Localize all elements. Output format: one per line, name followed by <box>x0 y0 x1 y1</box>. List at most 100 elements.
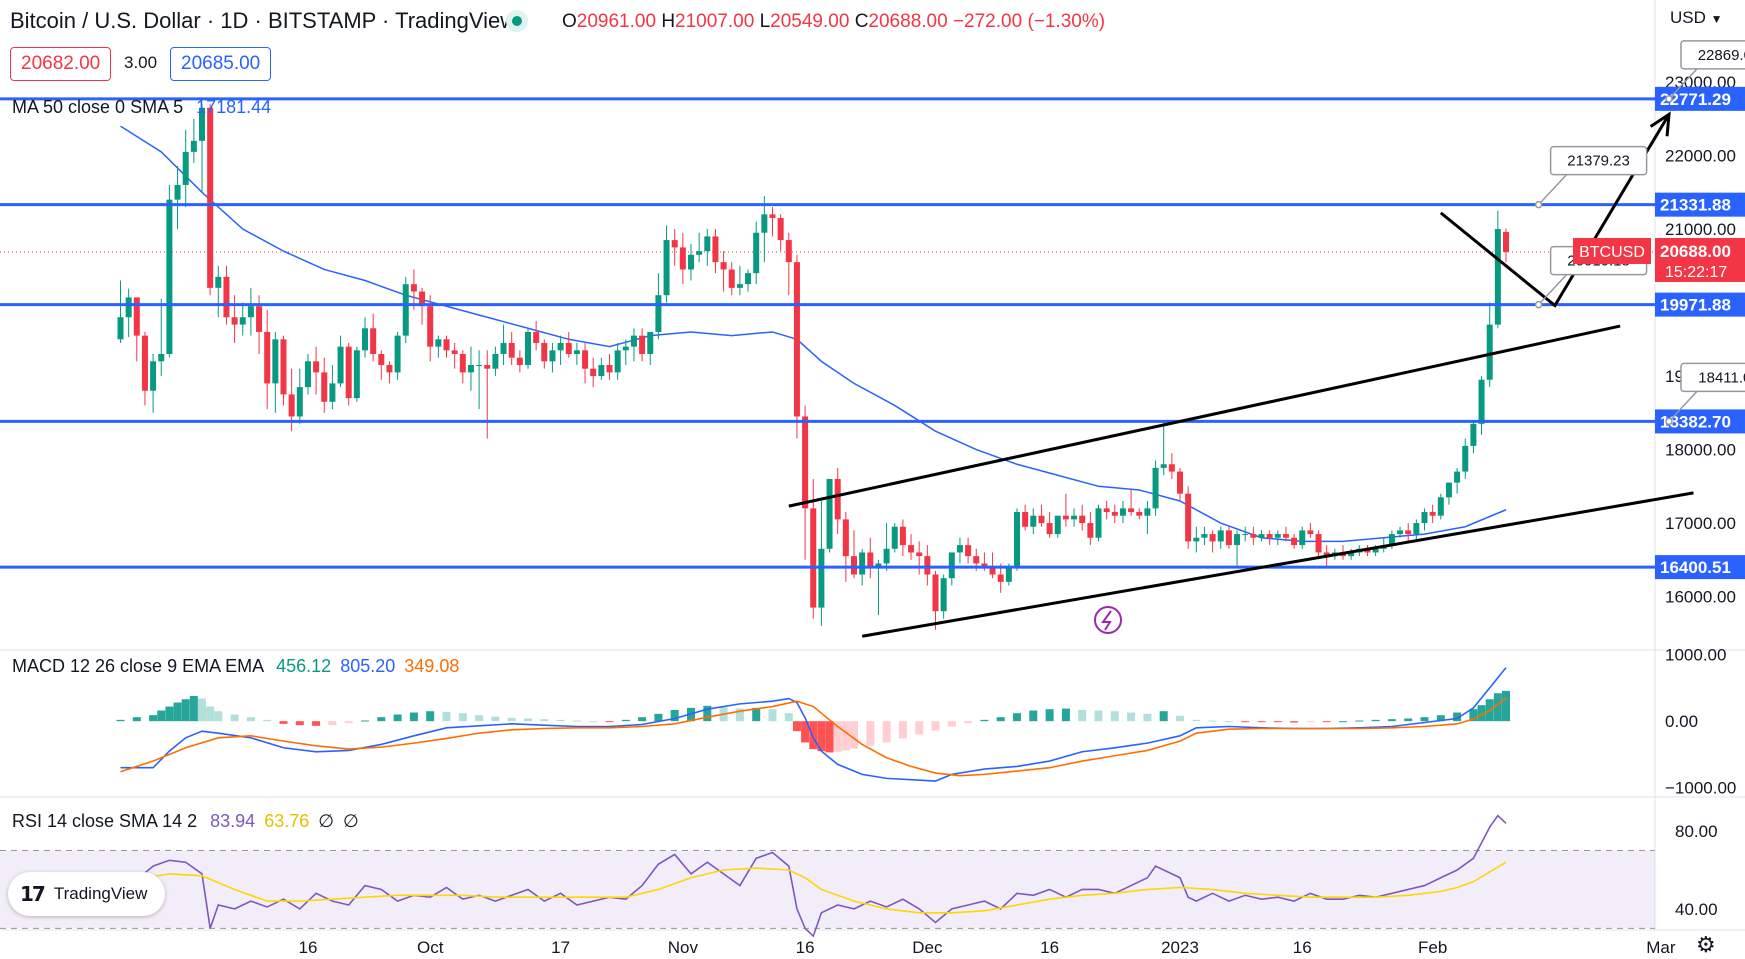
macd-histogram-bar <box>1192 719 1201 722</box>
time-tick-label: Dec <box>912 938 943 957</box>
candle-body <box>125 297 132 318</box>
candle-body <box>427 306 434 347</box>
macd-histogram-bar <box>670 709 679 722</box>
candle-body <box>199 107 205 141</box>
gear-icon[interactable]: ⚙ <box>1696 932 1716 957</box>
macd-histogram-bar <box>1453 712 1462 722</box>
candle-body <box>924 556 931 575</box>
candle-body <box>1168 464 1175 472</box>
candle-body <box>573 350 580 354</box>
macd-histogram-bar <box>524 718 532 722</box>
candle-body <box>1054 515 1061 535</box>
level-price-tag <box>1655 555 1745 580</box>
candle-body <box>891 526 898 549</box>
price-tick-label: 18000.00 <box>1665 441 1736 460</box>
channel-trendline <box>861 491 1694 638</box>
macd-histogram-bar <box>230 714 239 722</box>
macd-histogram-bar <box>1061 708 1070 722</box>
macd-label: MACD 12 26 close 9 EMA EMA <box>12 656 264 676</box>
macd-histogram-bar <box>703 705 712 722</box>
rsi-extra-1: ∅ <box>318 811 334 831</box>
candle-body <box>1291 537 1298 546</box>
candle-body <box>851 556 857 575</box>
callout-text: 18411.07 <box>1698 369 1745 386</box>
candle-body <box>688 254 694 270</box>
candle-body <box>663 240 670 296</box>
candle-body <box>1225 530 1232 546</box>
macd-histogram-bar <box>409 712 418 722</box>
candle-body <box>1421 512 1428 524</box>
rsi-band <box>0 850 1655 929</box>
candle-body <box>761 214 768 233</box>
ohlc-readout: O20961.00 H21007.00 L20549.00 C20688.00 … <box>562 11 1105 33</box>
candle-body <box>557 342 564 351</box>
candle-body <box>1470 423 1477 446</box>
candle-body <box>256 306 263 332</box>
macd-histogram-bar <box>882 721 891 743</box>
macd-histogram-bar <box>931 721 940 731</box>
candle-body <box>1454 471 1461 483</box>
candle-body <box>541 342 548 362</box>
macd-tick-label: 1000.00 <box>1665 646 1726 665</box>
candle-body <box>247 306 254 318</box>
time-tick-label: Oct <box>417 938 444 957</box>
candle-body <box>720 262 727 270</box>
candle-body <box>940 578 947 612</box>
candle-body <box>313 361 320 373</box>
candle-body <box>655 295 662 332</box>
candle-body <box>1413 523 1420 535</box>
candle-body <box>965 545 972 557</box>
time-tick-label: Feb <box>1418 938 1447 957</box>
candle-body <box>207 107 214 288</box>
candle-body <box>1087 523 1094 538</box>
macd-histogram-bar <box>361 720 369 722</box>
macd-signal-value: 349.08 <box>404 656 460 676</box>
macd-histogram-bar <box>768 709 777 722</box>
market-status-icon[interactable] <box>506 10 528 32</box>
rsi-legend[interactable]: RSI 14 close SMA 14 2 83.94 63.76 ∅ ∅ <box>12 811 359 832</box>
level-price-label: 19971.88 <box>1660 296 1731 315</box>
candle-body <box>679 247 686 270</box>
currency-selector[interactable]: USD ▼ <box>1670 8 1723 28</box>
rsi-label: RSI 14 close SMA 14 2 <box>12 811 198 831</box>
ma-legend[interactable]: MA 50 close 0 SMA 5 17181.44 <box>12 97 271 118</box>
macd-histogram-bar <box>752 707 761 722</box>
macd-histogram-bar <box>1387 719 1396 722</box>
candle-body <box>1348 552 1355 557</box>
candle-body <box>1177 471 1183 494</box>
candle-body <box>948 552 955 579</box>
candle-body <box>492 354 499 369</box>
candle-body <box>785 240 792 263</box>
candle-body <box>362 328 368 351</box>
buy-price-button[interactable]: 20685.00 <box>170 47 272 81</box>
candle-body <box>1282 534 1289 538</box>
candle-body <box>500 342 507 354</box>
candle-body <box>1217 530 1224 542</box>
channel-trendline <box>788 324 1621 508</box>
callout-anchor <box>1665 95 1673 103</box>
candle-body <box>810 508 817 608</box>
candle-body <box>1136 512 1143 516</box>
tradingview-logo[interactable]: 17 TradingView <box>8 872 165 916</box>
macd-histogram-bar <box>1436 715 1445 722</box>
chart-title: Bitcoin / U.S. Dollar · 1D · BITSTAMP · … <box>10 8 517 33</box>
macd-histogram-bar <box>165 706 174 722</box>
macd-histogram-bar <box>475 715 484 722</box>
candle-body <box>834 478 841 520</box>
macd-histogram-bar <box>1208 720 1217 722</box>
bar-countdown-label: 15:22:17 <box>1665 264 1727 281</box>
candle-body <box>622 346 629 351</box>
candle-body <box>272 339 279 384</box>
macd-histogram-bar <box>1257 721 1266 723</box>
candle-body <box>1323 552 1330 557</box>
macd-histogram-bar <box>181 699 190 722</box>
candle-body <box>875 563 882 568</box>
macd-histogram-bar <box>1078 709 1087 722</box>
macd-histogram-bar <box>132 717 141 722</box>
sell-price-button[interactable]: 20682.00 <box>10 47 112 81</box>
macd-histogram-bar <box>792 721 801 732</box>
candle-body <box>989 567 996 575</box>
macd-legend[interactable]: MACD 12 26 close 9 EMA EMA 456.12 805.20… <box>12 656 459 677</box>
macd-histogram-bar <box>442 711 451 722</box>
